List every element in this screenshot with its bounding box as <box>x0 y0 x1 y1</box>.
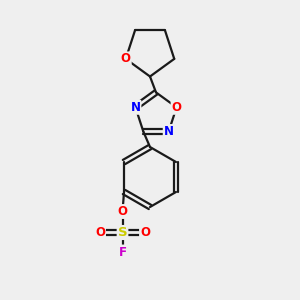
Text: N: N <box>130 101 140 114</box>
Text: O: O <box>121 52 131 65</box>
Text: O: O <box>118 205 128 218</box>
Text: F: F <box>118 245 127 259</box>
Text: N: N <box>164 125 174 138</box>
Text: O: O <box>172 101 182 114</box>
Text: S: S <box>118 226 127 239</box>
Text: O: O <box>95 226 105 239</box>
Text: O: O <box>140 226 150 239</box>
